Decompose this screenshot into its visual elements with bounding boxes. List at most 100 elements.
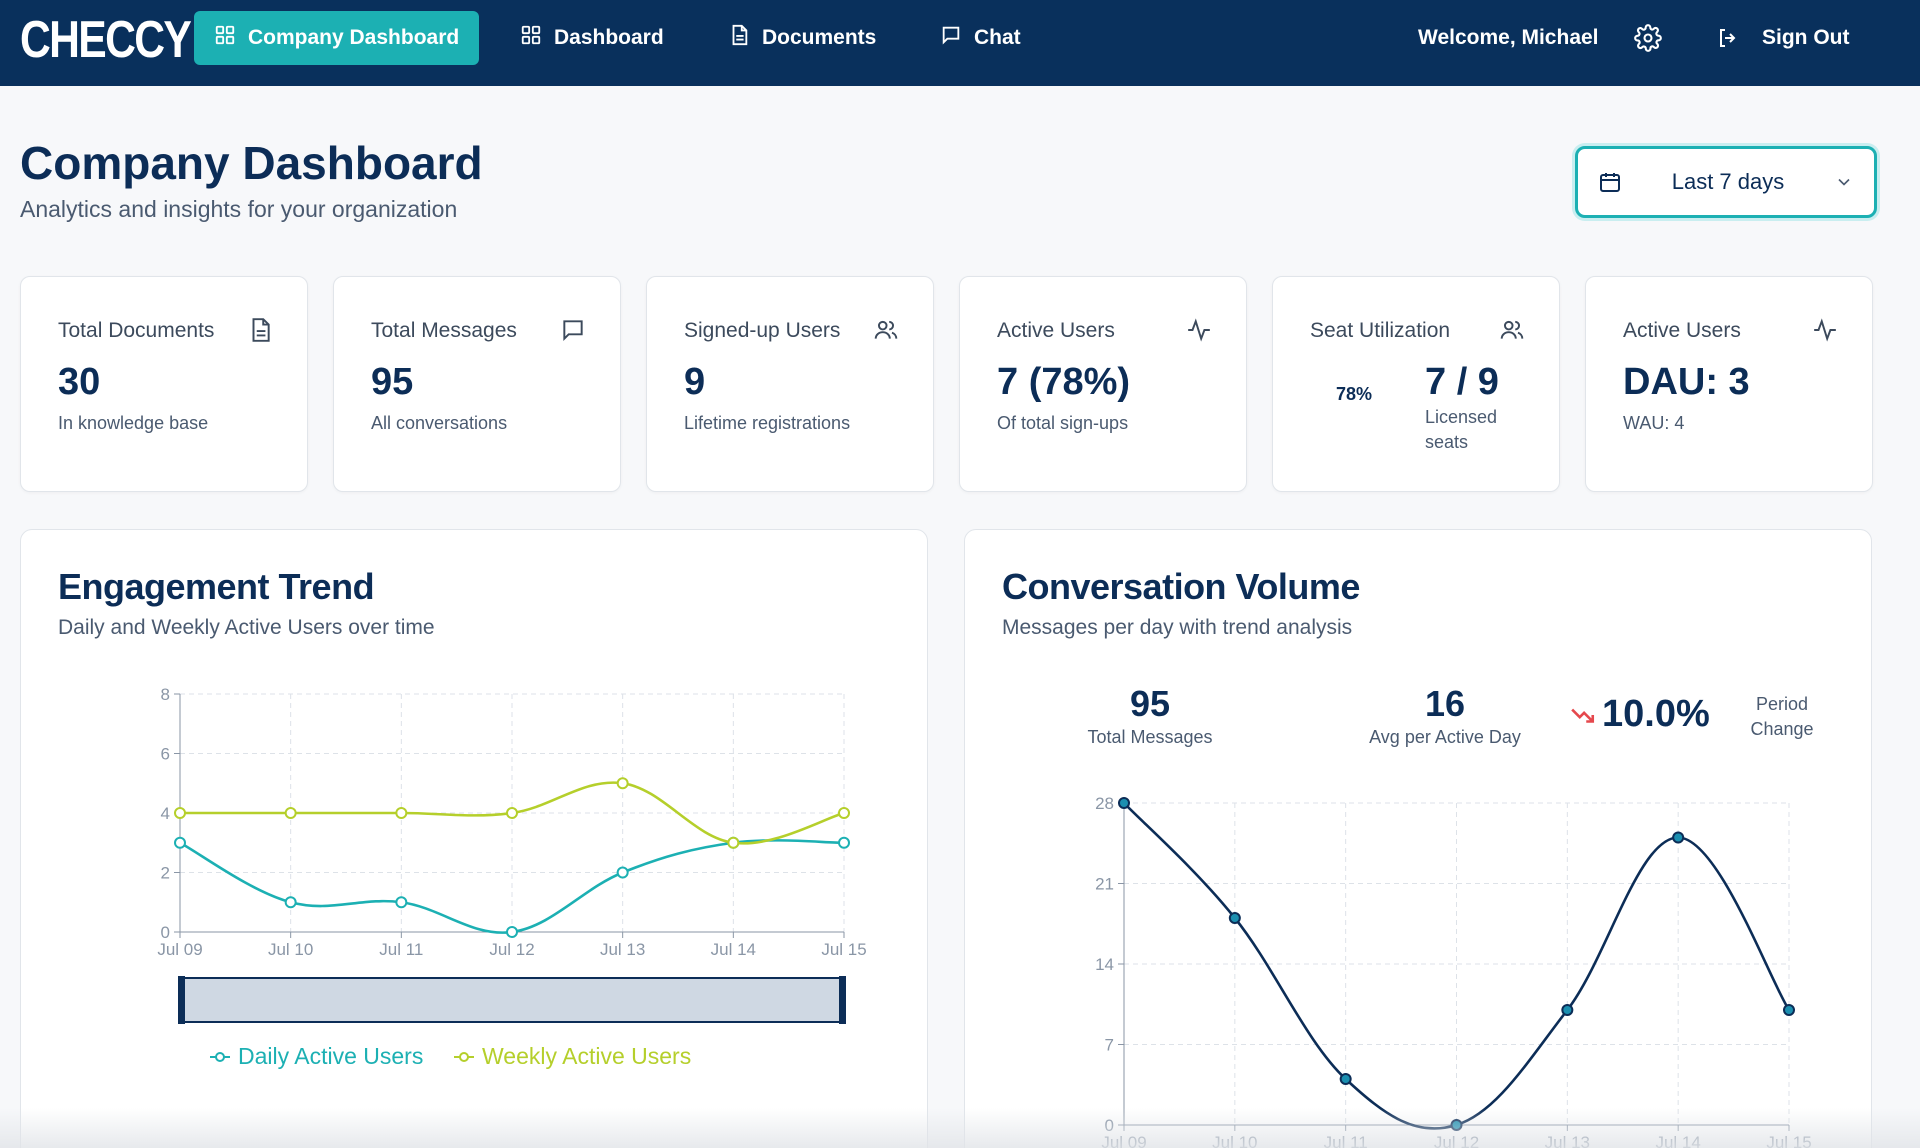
grid-icon [214, 24, 236, 52]
nav-company-dashboard[interactable]: Company Dashboard [194, 11, 480, 65]
range-slider-left-handle [178, 976, 185, 1024]
engagement-subtitle: Daily and Weekly Active Users over time [58, 616, 435, 639]
stat-card-total-documents: Total Documents 30 In knowledge base [20, 276, 308, 492]
period-change-stat: 10.0% [1570, 693, 1710, 736]
stat-label: Seat Utilization [1310, 319, 1451, 342]
data-point [616, 777, 629, 790]
x-tick-label: Jul 14 [1655, 1133, 1700, 1148]
data-point [506, 926, 518, 938]
x-tick-label: Jul 09 [1101, 1133, 1146, 1148]
logout-icon [1716, 26, 1740, 50]
users-icon [873, 317, 899, 343]
stat-label: Active Users [1623, 319, 1741, 342]
nav-documents[interactable]: Documents [708, 11, 896, 65]
stat-card-dau-wau: Active Users DAU: 3 WAU: 4 [1585, 276, 1873, 492]
document-icon [247, 317, 273, 343]
y-tick-label: 8 [161, 685, 170, 704]
nav-company-dashboard-label: Company Dashboard [248, 26, 460, 49]
data-point [1339, 1073, 1352, 1085]
stat-subtext-line2: seats [1425, 432, 1469, 452]
grid-icon [520, 24, 542, 52]
total-messages-value: 95 [1129, 683, 1171, 724]
data-point [616, 866, 629, 879]
y-tick-label: 14 [1095, 955, 1114, 974]
data-point [395, 807, 408, 819]
seat-utilization-gauge: 78% [1311, 353, 1397, 439]
stat-value: 30 [58, 361, 101, 403]
stat-subtext: Of total sign-ups [997, 413, 1129, 433]
x-tick-label: Jul 15 [821, 940, 866, 959]
stat-card-active-users-percent: Active Users 7 (78%) Of total sign-ups [959, 276, 1247, 492]
stat-card-seat-utilization: Seat Utilization 78% 7 / 9 Licensed seat… [1272, 276, 1560, 492]
data-point [838, 836, 850, 849]
settings-gear-icon[interactable] [1634, 11, 1664, 65]
x-tick-label: Jul 12 [489, 940, 534, 959]
data-point [395, 896, 408, 909]
nav-chat[interactable]: Chat [920, 11, 1041, 65]
trending-down-icon [1570, 704, 1596, 726]
stat-subtext: In knowledge base [58, 413, 209, 433]
x-tick-label: Jul 12 [1434, 1133, 1479, 1148]
chat-icon [940, 24, 962, 52]
x-tick-label: Jul 15 [1766, 1133, 1811, 1148]
data-point [838, 807, 850, 819]
avg-per-day-value: 16 [1424, 683, 1466, 724]
x-tick-label: Jul 13 [600, 940, 645, 959]
period-change-label: Period Change [1727, 692, 1837, 742]
data-point [506, 807, 518, 819]
stat-value: 7 / 9 [1425, 361, 1499, 403]
page-title: Company Dashboard [20, 137, 483, 189]
period-change-value: 10.0% [1602, 693, 1710, 735]
engagement-line-chart[interactable]: 0 2 4 6 8 Jul 09 Jul 10 Jul 11 Jul 12 Jul 13 Jul 1… [130, 670, 890, 1070]
stat-value: DAU: 3 [1623, 361, 1750, 403]
sign-out-label: Sign Out [1762, 26, 1850, 49]
data-point [1118, 797, 1130, 809]
welcome-text: Welcome, Michael [1418, 26, 1599, 49]
nav-chat-label: Chat [974, 26, 1021, 49]
range-slider-track [179, 977, 845, 1023]
page-subtitle: Analytics and insights for your organiza… [20, 196, 458, 222]
range-slider-right-handle [839, 976, 846, 1024]
y-tick-label: 6 [161, 745, 170, 764]
legend-marker [215, 1052, 225, 1062]
stat-subtext: WAU: 4 [1623, 413, 1685, 433]
date-range-select[interactable]: Last 7 days [1575, 146, 1877, 218]
y-tick-label: 4 [161, 804, 170, 823]
avg-per-day-stat: 16 Avg per Active Day [1330, 683, 1560, 748]
legend-marker [459, 1052, 469, 1062]
x-tick-label: Jul 11 [1324, 1133, 1368, 1148]
brand-logo[interactable]: CHECCY [20, 11, 192, 69]
y-tick-label: 2 [161, 864, 170, 883]
total-messages-stat: 95 Total Messages [1050, 683, 1250, 748]
activity-icon [1186, 317, 1212, 343]
conversation-subtitle: Messages per day with trend analysis [1002, 616, 1353, 639]
stat-label: Total Documents [58, 319, 215, 342]
data-point [1672, 831, 1685, 844]
document-icon [728, 24, 750, 52]
nav-dashboard-label: Dashboard [554, 26, 664, 49]
data-point [1450, 1119, 1463, 1131]
top-navigation-bar: CHECCY Company Dashboard Dashboard Docum… [0, 0, 1920, 86]
y-tick-label: 28 [1095, 794, 1114, 813]
stat-subtext: Lifetime registrations [684, 413, 851, 433]
x-tick-label: Jul 13 [1545, 1133, 1590, 1148]
x-tick-label: Jul 09 [157, 940, 202, 959]
stat-card-signed-up-users: Signed-up Users 9 Lifetime registrations [646, 276, 934, 492]
stat-subtext-line1: Licensed [1425, 407, 1498, 427]
data-point [1783, 1004, 1795, 1016]
users-icon [1499, 317, 1525, 343]
sign-out-button[interactable]: Sign Out [1716, 11, 1850, 65]
x-tick-label: Jul 10 [1212, 1133, 1257, 1148]
nav-documents-label: Documents [762, 26, 877, 49]
data-point [174, 836, 186, 849]
data-point [284, 896, 297, 909]
avg-per-day-label: Avg per Active Day [1369, 727, 1521, 747]
stat-subtext: All conversations [371, 413, 508, 433]
data-point [727, 836, 740, 849]
data-point [1561, 1004, 1574, 1016]
activity-icon [1812, 317, 1838, 343]
legend-label: Daily Active Users [238, 1043, 423, 1069]
stat-label: Active Users [997, 319, 1115, 342]
nav-dashboard[interactable]: Dashboard [500, 11, 684, 65]
